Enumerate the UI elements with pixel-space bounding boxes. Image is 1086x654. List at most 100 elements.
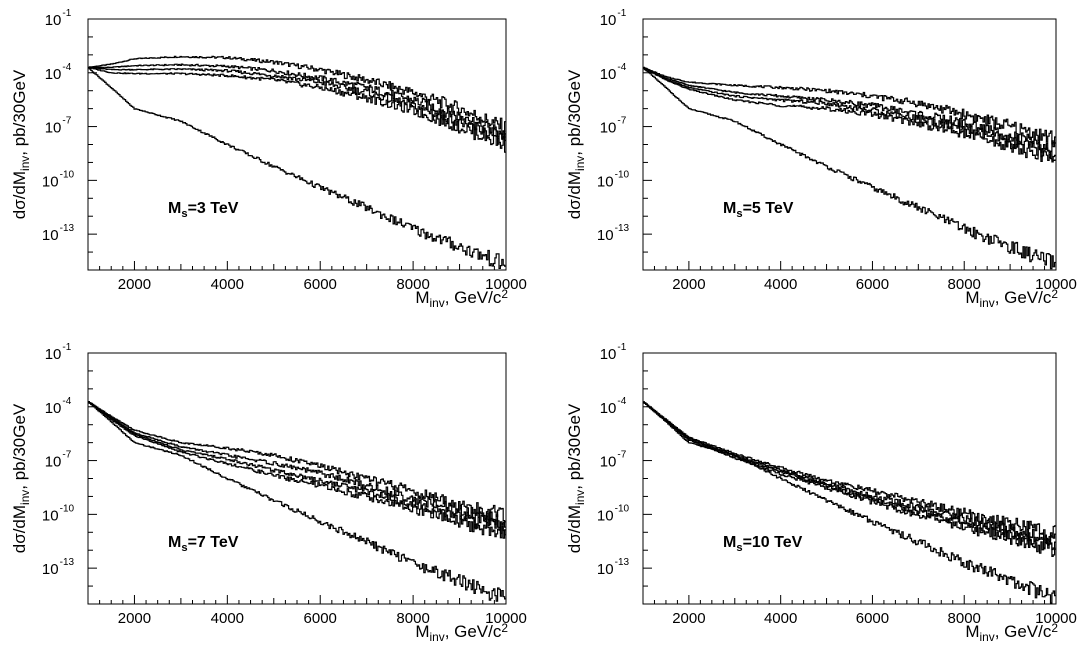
y-tick-base: 10 — [45, 400, 62, 417]
y-tick-exponent: -4 — [62, 62, 71, 73]
y-tick-base: 10 — [45, 66, 62, 83]
chart-panel-2: 2000 4000 6000 8000 1000010-110-410-710-1010… — [565, 8, 1077, 310]
series-4-line — [88, 67, 506, 153]
series-2-line — [643, 401, 1056, 545]
x-tick-label: 10000 — [1035, 610, 1077, 627]
y-axis-label-part-2: , pb/30GeV — [10, 69, 29, 156]
x-tick-label: 8000 — [948, 276, 981, 293]
y-tick-base: 10 — [600, 400, 617, 417]
y-tick-base: 10 — [45, 12, 62, 29]
x-axis-label: Minv, GeV/c2 — [965, 621, 1058, 644]
x-tick-label: 6000 — [304, 276, 337, 293]
mass-scale-annotation: Ms=7 TeV — [168, 534, 239, 554]
mass-scale-annotation: Ms=10 TeV — [723, 534, 803, 554]
series-2-line — [643, 67, 1056, 153]
y-tick-label: 10-7 — [600, 450, 627, 471]
x-tick-label: 2000 — [118, 276, 151, 293]
x-tick-label: 10000 — [1035, 276, 1077, 293]
y-axis-label: dσ/dMinv, pb/30GeV — [565, 403, 587, 553]
y-tick-exponent: -1 — [617, 8, 626, 19]
y-axis-label-part-0: dσ/dM — [565, 505, 584, 553]
x-axis-label-part-1: inv — [429, 296, 444, 310]
x-axis-label-part-2: , GeV/c — [995, 288, 1052, 307]
series-1-line — [88, 401, 506, 523]
mass-scale-annotation-part-0: M — [723, 200, 736, 217]
x-axis-label: Minv, GeV/c2 — [415, 287, 508, 310]
y-tick-label: 10-4 — [600, 62, 627, 83]
y-tick-label: 10-4 — [600, 396, 627, 417]
y-tick-label: 10-1 — [600, 342, 627, 363]
y-axis-label-part-0: dσ/dM — [565, 171, 584, 219]
x-axis-label-part-3: 2 — [1051, 621, 1058, 635]
series-1-line — [88, 55, 506, 136]
mass-scale-annotation: Ms=5 TeV — [723, 200, 794, 220]
series-5-line — [643, 401, 1056, 604]
y-tick-label: 10-13 — [42, 557, 75, 578]
x-tick-label: 6000 — [856, 276, 889, 293]
x-axis-label-part-1: inv — [429, 630, 444, 644]
y-tick-label: 10-7 — [600, 116, 627, 137]
series-4-line — [88, 401, 506, 539]
x-axis-label: Minv, GeV/c2 — [965, 287, 1058, 310]
x-axis-label-part-0: M — [965, 622, 979, 641]
x-tick-label: 4000 — [764, 276, 797, 293]
y-tick-label: 10-1 — [45, 8, 72, 29]
y-tick-base: 10 — [600, 66, 617, 83]
series-5-line — [88, 67, 506, 269]
y-tick-exponent: -1 — [62, 342, 71, 353]
mass-scale-annotation-part-2: =5 TeV — [743, 200, 794, 217]
y-tick-base: 10 — [600, 120, 617, 137]
mass-scale-annotation-part-1: s — [736, 542, 742, 554]
x-axis-label: Minv, GeV/c2 — [415, 621, 508, 644]
y-tick-label: 10-10 — [597, 169, 630, 190]
y-tick-exponent: -10 — [615, 503, 630, 514]
x-tick-label: 8000 — [948, 610, 981, 627]
mass-scale-annotation-part-2: =7 TeV — [188, 534, 239, 551]
y-tick-base: 10 — [42, 227, 59, 244]
y-tick-base: 10 — [600, 12, 617, 29]
x-axis-label-part-0: M — [415, 622, 429, 641]
y-tick-exponent: -7 — [62, 116, 71, 127]
y-tick-exponent: -7 — [62, 450, 71, 461]
y-tick-label: 10-13 — [597, 223, 630, 244]
y-tick-exponent: -13 — [615, 223, 630, 234]
y-tick-label: 10-10 — [42, 169, 75, 190]
y-tick-label: 10-7 — [45, 116, 72, 137]
x-tick-label: 6000 — [304, 610, 337, 627]
y-tick-label: 10-10 — [597, 503, 630, 524]
y-tick-label: 10-4 — [45, 62, 72, 83]
plot-frame — [87, 352, 507, 605]
x-axis-label-part-2: , GeV/c — [445, 288, 502, 307]
mass-scale-annotation-part-0: M — [723, 534, 736, 551]
y-tick-exponent: -10 — [60, 169, 75, 180]
chart-panel-3: 2000 4000 6000 8000 1000010-110-410-710-1010… — [10, 342, 527, 644]
y-axis-label: dσ/dMinv, pb/30GeV — [10, 403, 32, 553]
y-axis-label: dσ/dMinv, pb/30GeV — [565, 69, 587, 219]
mass-scale-annotation-part-0: M — [168, 534, 181, 551]
x-tick-label: 2000 — [118, 610, 151, 627]
y-tick-exponent: -10 — [60, 503, 75, 514]
y-tick-exponent: -13 — [60, 557, 75, 568]
x-tick-label: 2000 — [672, 276, 705, 293]
x-tick-label: 8000 — [396, 276, 429, 293]
y-tick-exponent: -7 — [617, 450, 626, 461]
y-tick-base: 10 — [597, 561, 614, 578]
series-3-line — [88, 67, 506, 145]
series-1-line — [643, 67, 1056, 145]
y-axis-label-part-0: dσ/dM — [10, 505, 29, 553]
series-group — [643, 401, 1056, 604]
y-tick-label: 10-13 — [597, 557, 630, 578]
x-axis-label-part-2: , GeV/c — [995, 622, 1052, 641]
y-axis-label-part-1: inv — [573, 156, 587, 171]
y-axis-label-part-2: , pb/30GeV — [565, 403, 584, 490]
x-axis-label-part-1: inv — [979, 630, 994, 644]
chart-panel-1: 2000 4000 6000 8000 1000010-110-410-710-1010… — [10, 8, 527, 310]
y-tick-base: 10 — [600, 454, 617, 471]
y-tick-base: 10 — [42, 561, 59, 578]
y-tick-base: 10 — [597, 507, 614, 524]
y-tick-label: 10-7 — [45, 450, 72, 471]
series-2-line — [88, 63, 506, 142]
x-axis-label-part-0: M — [965, 288, 979, 307]
plot-frame — [87, 18, 507, 271]
